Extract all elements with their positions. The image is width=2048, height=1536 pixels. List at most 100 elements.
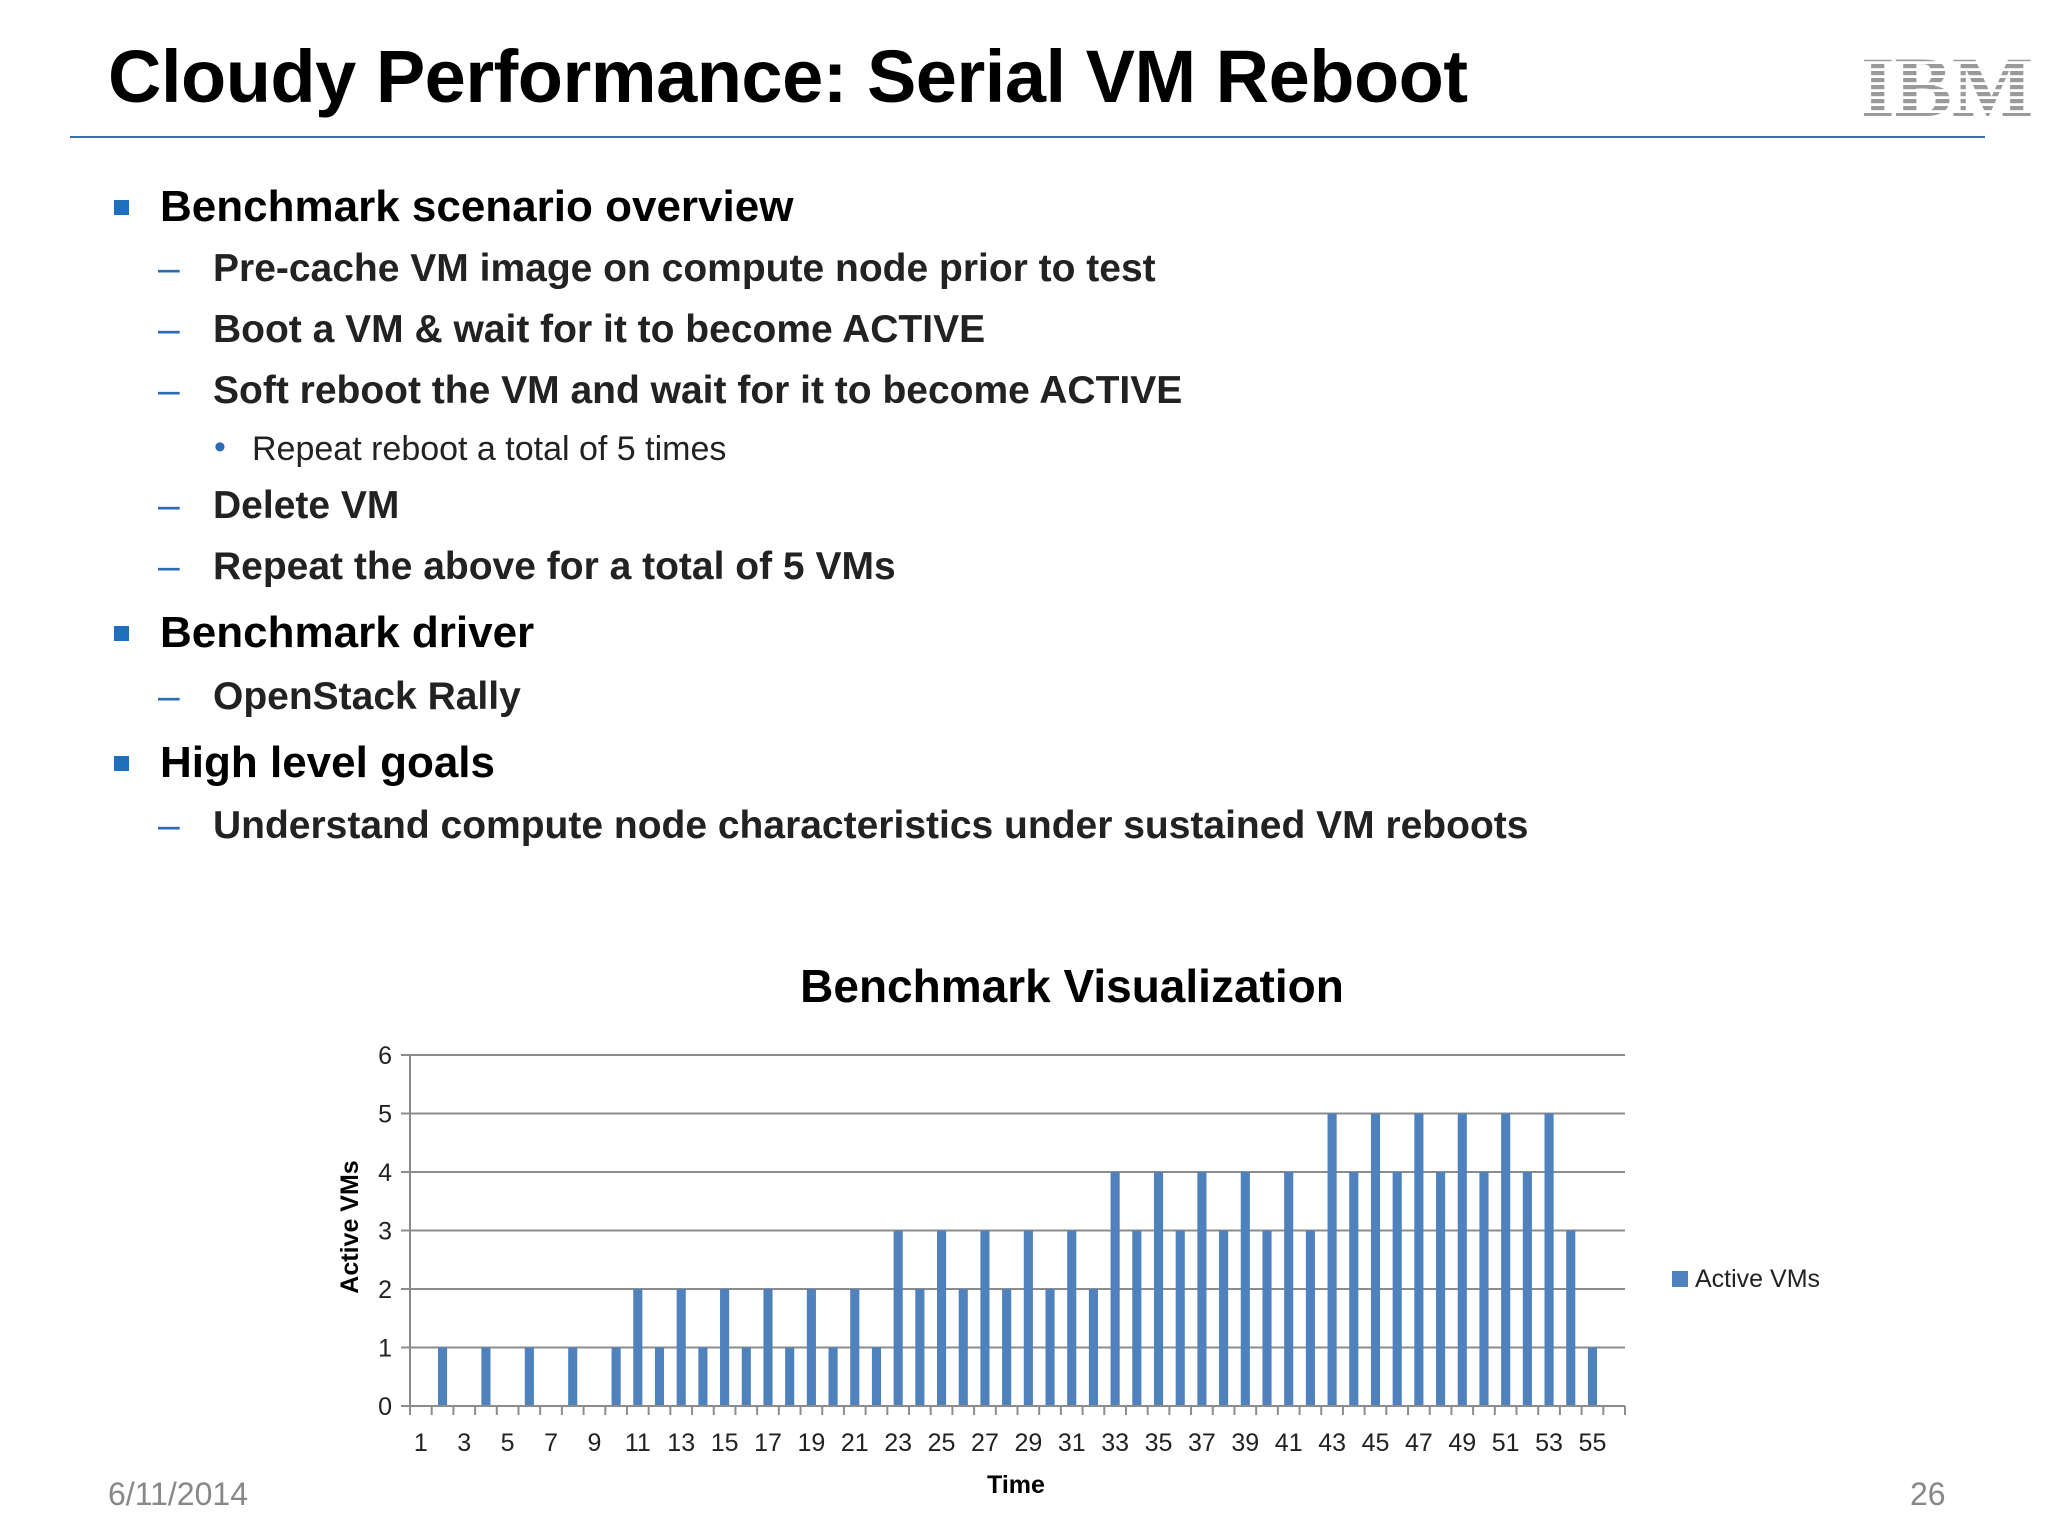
dash-bullet-icon: – bbox=[158, 804, 180, 847]
bar bbox=[1262, 1230, 1272, 1406]
dot-bullet-icon: • bbox=[214, 428, 226, 466]
x-tick-label: 19 bbox=[797, 1429, 825, 1457]
x-tick-label: 39 bbox=[1231, 1429, 1259, 1457]
bar bbox=[1436, 1172, 1446, 1406]
bar bbox=[1197, 1172, 1207, 1406]
bullet-goals-text: High level goals bbox=[160, 738, 495, 787]
y-tick-label: 3 bbox=[378, 1218, 392, 1246]
bar bbox=[980, 1230, 990, 1406]
x-tick-label: 1 bbox=[414, 1429, 428, 1457]
y-tick-label: 2 bbox=[378, 1276, 392, 1304]
x-tick-label: 41 bbox=[1275, 1429, 1303, 1457]
bar bbox=[828, 1347, 838, 1406]
y-tick-labels: 0 1 2 3 4 5 6 bbox=[378, 1042, 392, 1421]
sub-bullet-text: Delete VM bbox=[213, 484, 400, 527]
bar bbox=[871, 1347, 882, 1406]
bar bbox=[1522, 1172, 1532, 1406]
bar bbox=[1284, 1172, 1294, 1406]
legend-label: Active VMs bbox=[1695, 1265, 1820, 1293]
chart-title: Benchmark Visualization bbox=[800, 960, 1344, 1012]
bar bbox=[1501, 1113, 1511, 1406]
bar bbox=[1002, 1289, 1012, 1406]
dash-bullet-icon: – bbox=[158, 484, 180, 527]
x-tick-label: 17 bbox=[754, 1429, 782, 1457]
bar bbox=[1544, 1113, 1554, 1406]
bullet-driver-text: Benchmark driver bbox=[160, 608, 535, 657]
bar bbox=[937, 1230, 947, 1406]
bar bbox=[1566, 1230, 1576, 1406]
bar bbox=[1587, 1347, 1598, 1406]
bar bbox=[763, 1289, 773, 1406]
sub-bullet-text: Soft reboot the VM and wait for it to be… bbox=[213, 369, 1183, 412]
bullet-overview-text: Benchmark scenario overview bbox=[160, 182, 794, 231]
y-tick-label: 6 bbox=[378, 1042, 392, 1070]
bar bbox=[481, 1347, 491, 1406]
x-tick-label: 45 bbox=[1362, 1429, 1390, 1457]
ibm-logo: IBM bbox=[1862, 50, 2032, 120]
bar bbox=[741, 1347, 751, 1406]
bar bbox=[633, 1289, 643, 1406]
chart-bars bbox=[437, 1113, 1598, 1406]
dash-bullet-icon: – bbox=[158, 308, 180, 351]
bar bbox=[1045, 1289, 1055, 1406]
x-tick-label: 9 bbox=[587, 1429, 601, 1457]
bar bbox=[1132, 1230, 1142, 1406]
bar bbox=[1349, 1172, 1359, 1406]
chart-axes bbox=[401, 1054, 1626, 1415]
x-tick-label: 21 bbox=[841, 1429, 869, 1457]
y-axis-label: Active VMs bbox=[336, 1160, 364, 1293]
legend-swatch bbox=[1672, 1271, 1688, 1287]
x-tick-label: 43 bbox=[1318, 1429, 1346, 1457]
bullet-driver: Benchmark driver bbox=[114, 608, 535, 658]
x-tick-label: 33 bbox=[1101, 1429, 1129, 1457]
x-tick-label: 25 bbox=[928, 1429, 956, 1457]
bar bbox=[437, 1347, 448, 1406]
bar bbox=[915, 1289, 925, 1406]
ibm-logo-text: IBM bbox=[1862, 50, 2032, 120]
bar bbox=[785, 1347, 795, 1406]
dash-bullet-icon: – bbox=[158, 247, 180, 290]
sub-bullet: – Delete VM bbox=[158, 484, 400, 528]
bar bbox=[1414, 1113, 1424, 1406]
bar bbox=[720, 1289, 730, 1406]
bar bbox=[654, 1347, 665, 1406]
bar bbox=[1479, 1172, 1489, 1406]
y-tick-label: 4 bbox=[378, 1159, 392, 1187]
bar bbox=[1327, 1113, 1337, 1406]
bar bbox=[1067, 1230, 1077, 1406]
sub-bullet: – Soft reboot the VM and wait for it to … bbox=[158, 369, 1183, 413]
x-tick-label: 55 bbox=[1579, 1429, 1607, 1457]
y-tick-label: 5 bbox=[378, 1101, 392, 1129]
dash-bullet-icon: – bbox=[158, 675, 180, 718]
bar bbox=[1153, 1172, 1164, 1406]
sub-bullet-text: Repeat the above for a total of 5 VMs bbox=[213, 545, 896, 588]
x-tick-label: 49 bbox=[1448, 1429, 1476, 1457]
bar bbox=[1240, 1172, 1250, 1406]
bar bbox=[676, 1289, 686, 1406]
title-divider bbox=[70, 136, 1985, 138]
x-tick-label: 3 bbox=[457, 1429, 471, 1457]
square-bullet-icon bbox=[114, 756, 129, 771]
bar bbox=[893, 1230, 903, 1406]
bullet-overview: Benchmark scenario overview bbox=[114, 182, 794, 232]
chart-legend: Active VMs bbox=[1672, 1265, 1820, 1293]
x-tick-label: 47 bbox=[1405, 1429, 1433, 1457]
bullet-goals: High level goals bbox=[114, 738, 495, 788]
y-tick-label: 1 bbox=[378, 1335, 392, 1363]
bar bbox=[1219, 1230, 1229, 1406]
slide-page-number: 26 bbox=[1910, 1476, 1946, 1512]
sub-bullet: – Understand compute node characteristic… bbox=[158, 804, 1529, 848]
sub-bullet: – OpenStack Rally bbox=[158, 675, 521, 719]
sub-sub-bullet: • Repeat reboot a total of 5 times bbox=[214, 428, 726, 469]
bar bbox=[958, 1289, 968, 1406]
x-tick-label: 27 bbox=[971, 1429, 999, 1457]
x-tick-label: 7 bbox=[544, 1429, 558, 1457]
sub-bullet-text: Understand compute node characteristics … bbox=[213, 804, 1529, 847]
bar bbox=[611, 1347, 621, 1406]
bar bbox=[1175, 1230, 1185, 1406]
bar bbox=[1305, 1230, 1315, 1406]
bar bbox=[1457, 1113, 1467, 1406]
bar bbox=[524, 1347, 534, 1406]
x-tick-label: 11 bbox=[625, 1429, 651, 1457]
x-tick-label: 51 bbox=[1492, 1429, 1520, 1457]
